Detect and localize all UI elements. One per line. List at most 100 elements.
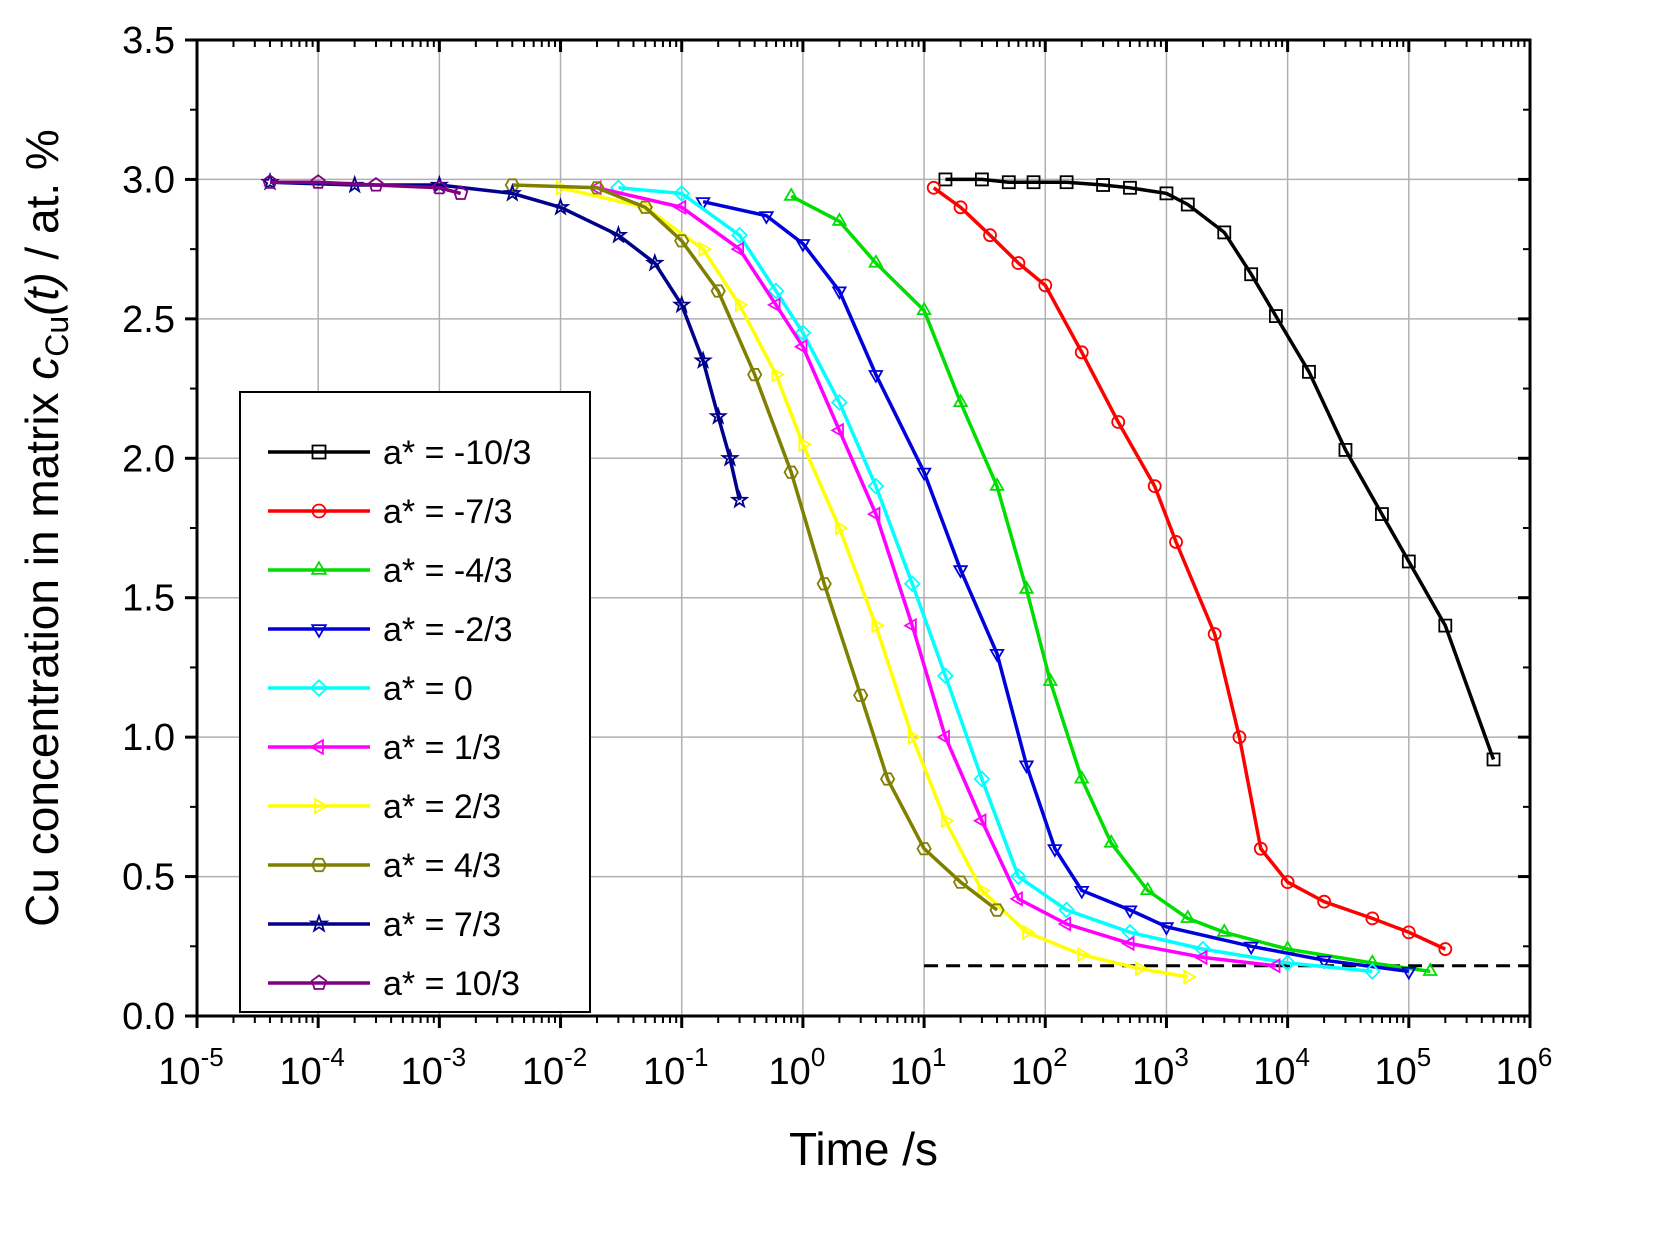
data-point — [926, 180, 941, 195]
data-point — [983, 228, 997, 243]
data-point — [708, 406, 728, 425]
data-point — [1216, 923, 1233, 937]
data-point — [1073, 770, 1090, 784]
data-point — [1244, 267, 1259, 282]
data-point — [453, 185, 469, 200]
data-point — [645, 252, 665, 272]
legend-label: a* = 4/3 — [383, 847, 501, 885]
data-point — [1123, 180, 1137, 195]
x-tick-label: 101 — [890, 1042, 947, 1093]
data-point — [311, 503, 327, 519]
data-point — [730, 241, 744, 257]
y-tick-label: 1.0 — [122, 717, 175, 759]
legend-label: a* = 2/3 — [383, 788, 501, 826]
data-point — [720, 448, 740, 467]
data-point — [1120, 935, 1135, 952]
data-point — [952, 393, 969, 408]
data-point — [794, 324, 812, 342]
legend-label: a* = -4/3 — [383, 552, 512, 590]
data-point — [1183, 969, 1197, 985]
y-tick-label: 3.0 — [122, 159, 175, 201]
data-point — [1338, 443, 1353, 457]
x-tick-label-base: 10 — [401, 1051, 443, 1093]
x-tick-label: 104 — [1253, 1042, 1310, 1093]
data-point — [550, 197, 571, 216]
data-point — [262, 174, 278, 189]
data-point — [1438, 942, 1453, 956]
x-tick-label-base: 10 — [279, 1051, 321, 1093]
x-tick-label-exponent: -3 — [443, 1042, 466, 1072]
data-point — [977, 882, 991, 899]
data-point — [1111, 415, 1126, 429]
data-point — [589, 181, 605, 195]
data-point — [310, 560, 328, 575]
data-point — [311, 444, 327, 460]
legend-label: a* = 7/3 — [383, 906, 501, 944]
data-point — [310, 624, 328, 639]
data-point — [989, 649, 1005, 663]
legend-label: a* = 0 — [383, 670, 473, 708]
data-point — [1103, 834, 1119, 848]
legend-label: a* = 1/3 — [383, 729, 501, 767]
data-point — [671, 294, 692, 314]
data-point — [1316, 955, 1332, 970]
data-point — [989, 477, 1005, 491]
series-line — [270, 180, 462, 196]
data-point — [431, 179, 447, 195]
data-point — [309, 678, 329, 698]
data-point — [871, 617, 885, 634]
data-point — [1074, 345, 1089, 360]
data-point — [1009, 868, 1027, 886]
x-tick-label-base: 10 — [1011, 1051, 1053, 1093]
data-point — [1009, 891, 1023, 907]
y-axis-title-suffix: / at. % — [16, 129, 68, 272]
data-point — [1047, 844, 1063, 858]
data-point — [1022, 924, 1036, 941]
data-point — [1232, 730, 1247, 745]
y-axis-title-arg: (t) — [16, 272, 68, 315]
data-point — [975, 172, 989, 187]
x-tick-label: 10-3 — [401, 1042, 466, 1093]
data-point — [866, 506, 881, 522]
x-tick-label-exponent: -2 — [564, 1042, 587, 1072]
data-point — [1159, 186, 1174, 201]
legend-label: a* = -10/3 — [383, 434, 531, 472]
data-point — [1253, 841, 1268, 856]
x-tick-label-base: 10 — [769, 1051, 811, 1093]
y-tick-label: 0.5 — [122, 857, 175, 899]
x-tick-label-base: 10 — [1496, 1051, 1538, 1093]
data-point — [314, 797, 329, 815]
data-point — [1158, 922, 1175, 936]
x-tick-label-exponent: 4 — [1296, 1042, 1310, 1072]
data-point — [916, 842, 932, 856]
data-point — [973, 770, 991, 788]
data-point — [1302, 364, 1316, 379]
data-point — [907, 729, 922, 745]
y-axis-title-var: c — [16, 357, 68, 380]
data-point — [972, 813, 987, 829]
data-point — [936, 667, 954, 685]
series-line — [932, 186, 1447, 951]
series-line — [945, 177, 1496, 761]
data-point — [1077, 946, 1091, 963]
y-tick-label: 3.5 — [122, 20, 175, 62]
x-tick-label-exponent: 0 — [811, 1042, 825, 1072]
y-axis-title: Cu concentration in matrix cCu(t) / at. … — [16, 129, 75, 927]
data-point — [1279, 954, 1297, 972]
data-point — [674, 234, 690, 248]
data-point — [903, 617, 917, 634]
data-point — [747, 367, 763, 382]
data-point — [1365, 911, 1380, 926]
data-point — [672, 199, 687, 216]
y-tick-label: 0.0 — [122, 996, 175, 1038]
series-a-4-3 — [783, 187, 1438, 976]
data-point — [673, 184, 691, 202]
series-line — [596, 186, 1277, 968]
x-tick-labels: 10-5 10-4 10-3 10-2 10-1 100 101 102 103 104 105 10… — [158, 1042, 1552, 1093]
legend: a* = -10/3 a* = -7/3 a* = -4/3 a* = -2/3 a* … — [239, 391, 591, 1013]
data-point — [308, 913, 330, 933]
x-tick-label: 105 — [1374, 1042, 1431, 1093]
ticks — [185, 38, 1532, 1028]
data-point — [1057, 916, 1072, 932]
data-point — [710, 284, 726, 298]
